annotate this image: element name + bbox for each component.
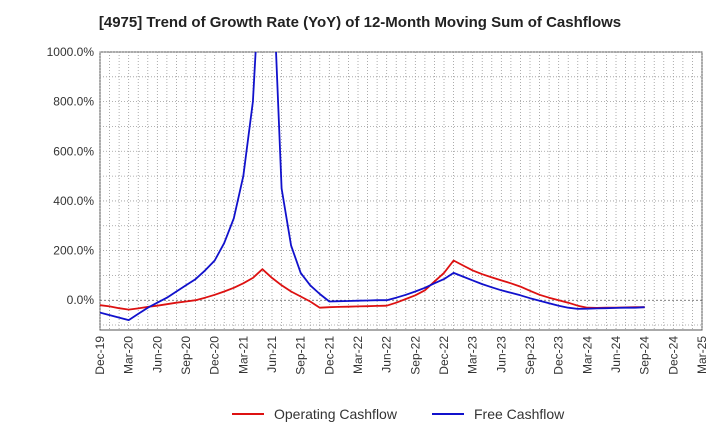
x-tick-label: Dec-20 (208, 336, 222, 375)
x-tick-label: Mar-21 (236, 336, 250, 374)
x-tick-label: Mar-24 (580, 336, 594, 374)
y-tick-label: 200.0% (53, 244, 94, 258)
x-tick-label: Dec-19 (93, 336, 107, 375)
legend-label: Free Cashflow (474, 406, 565, 422)
x-tick-label: Dec-21 (322, 336, 336, 375)
y-tick-label: 600.0% (53, 144, 94, 158)
x-tick-label: Mar-23 (466, 336, 480, 374)
x-tick-label: Sep-23 (523, 336, 537, 375)
y-tick-label: 1000.0% (47, 45, 95, 59)
x-tick-label: Sep-21 (294, 336, 308, 375)
x-tick-label: Mar-22 (351, 336, 365, 374)
x-tick-label: Dec-24 (666, 336, 680, 375)
x-tick-label: Sep-24 (638, 336, 652, 375)
chart-title: [4975] Trend of Growth Rate (YoY) of 12-… (98, 14, 622, 31)
series-line-free-cashflow (100, 52, 645, 321)
y-tick-label: 0.0% (67, 293, 95, 307)
x-tick-label: Mar-20 (122, 336, 136, 374)
x-tick-label: Sep-22 (408, 336, 422, 375)
x-tick-label: Jun-21 (265, 336, 279, 373)
y-tick-label: 800.0% (53, 95, 94, 109)
x-tick-label: Jun-20 (150, 336, 164, 373)
x-tick-label: Dec-23 (552, 336, 566, 375)
x-tick-label: Mar-25 (695, 336, 709, 374)
grid-layer (99, 51, 703, 331)
plot-frame (99, 51, 703, 331)
x-tick-label: Jun-24 (609, 336, 623, 373)
y-tick-label: 400.0% (53, 194, 94, 208)
series-layer (100, 52, 645, 321)
x-tick-label: Jun-23 (494, 336, 508, 373)
x-tick-label: Dec-22 (437, 336, 451, 375)
series-line-operating-cashflow (100, 259, 645, 311)
x-tick-label: Jun-22 (380, 336, 394, 373)
legend: Operating Cashflow Free Cashflow (232, 406, 565, 422)
x-tick-label: Sep-20 (179, 336, 193, 375)
axis-layer: 0.0% 200.0% 400.0% 600.0% 800.0% 1000.0% Dec-1… (47, 45, 709, 375)
legend-label: Operating Cashflow (274, 406, 398, 422)
